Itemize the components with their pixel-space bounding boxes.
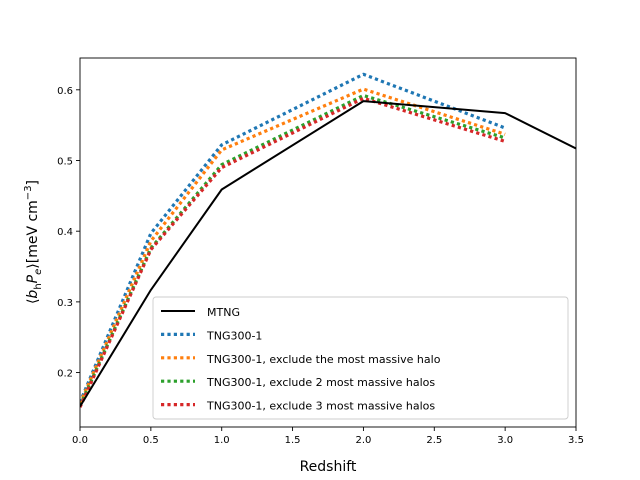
tick-layer: 0.0 0.5 1.0 1.5 2.0 2.5 3.0 3.5 0.2 0.3 0.4 0.5 0.6 <box>57 86 584 446</box>
y-tick-label: 0.6 <box>57 86 73 97</box>
legend-label-0: MTNG <box>207 306 240 319</box>
legend-label-1: TNG300-1 <box>206 329 262 342</box>
legend-entries: MTNG TNG300-1 TNG300-1, exclude the most m… <box>161 306 441 413</box>
y-label-open: ⟨ <box>25 299 41 304</box>
y-label-unit-exp: −3 <box>23 185 34 200</box>
y-axis-label: ⟨bhPe⟩[meV cm−3] <box>23 180 44 304</box>
legend: MTNG TNG300-1 TNG300-1, exclude the most m… <box>152 296 569 420</box>
x-tick-label: 3.5 <box>568 435 584 446</box>
y-tick-label: 0.4 <box>57 227 73 238</box>
x-tick-label: 2.5 <box>426 435 442 446</box>
y-tick-label: 0.3 <box>57 298 73 309</box>
y-label-unit-close: ] <box>25 180 41 185</box>
legend-label-2: TNG300-1, exclude the most massive halo <box>206 353 441 366</box>
y-label-close: ⟩ <box>25 263 41 268</box>
y-label-unit-open: [meV cm <box>25 200 41 263</box>
plot-frame <box>79 57 577 428</box>
y-label-p: P <box>25 274 41 283</box>
legend-label-3: TNG300-1, exclude 2 most massive halos <box>206 376 435 389</box>
series-line-4 <box>80 96 506 408</box>
y-label-b: b <box>25 290 41 299</box>
legend-box <box>152 296 569 420</box>
x-axis-label: Redshift <box>300 459 357 475</box>
y-tick-label: 0.2 <box>57 369 73 380</box>
x-tick-label: 2.0 <box>355 435 371 446</box>
series-line-0 <box>80 100 576 408</box>
x-tick-label: 0.0 <box>72 435 88 446</box>
x-tick-label: 1.0 <box>214 435 230 446</box>
y-label-b-sub: h <box>33 283 44 289</box>
legend-label-4: TNG300-1, exclude 3 most massive halos <box>206 400 435 413</box>
y-tick-label: 0.5 <box>57 157 73 168</box>
x-tick-label: 0.5 <box>143 435 159 446</box>
x-tick-label: 1.5 <box>285 435 301 446</box>
series-line-2 <box>80 87 506 405</box>
series-line-1 <box>80 72 506 403</box>
x-tick-label: 3.0 <box>497 435 513 446</box>
y-label-p-sub: e <box>33 269 44 275</box>
series-layer <box>80 72 576 408</box>
svg-text:⟨bhPe⟩[meV cm−3]: ⟨bhPe⟩[meV cm−3] <box>23 180 44 304</box>
